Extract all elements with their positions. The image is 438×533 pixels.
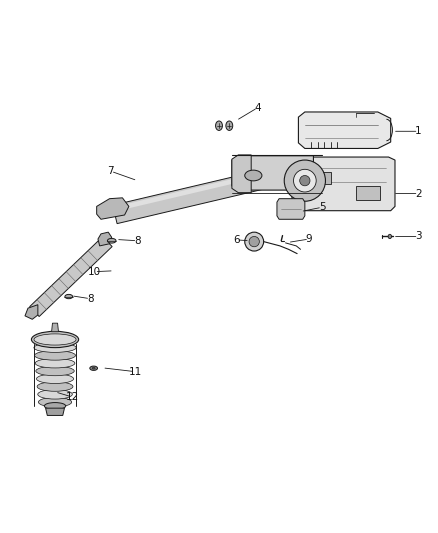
Circle shape xyxy=(300,175,310,186)
Text: 12: 12 xyxy=(66,392,79,402)
Ellipse shape xyxy=(107,238,116,243)
Ellipse shape xyxy=(32,332,79,348)
Text: 6: 6 xyxy=(233,235,240,245)
Polygon shape xyxy=(113,170,271,212)
Text: 3: 3 xyxy=(415,231,422,241)
Ellipse shape xyxy=(35,359,75,368)
Circle shape xyxy=(249,237,259,247)
Polygon shape xyxy=(52,323,58,332)
Ellipse shape xyxy=(226,121,233,131)
Ellipse shape xyxy=(245,170,262,181)
Circle shape xyxy=(284,160,325,201)
Polygon shape xyxy=(113,168,274,224)
Ellipse shape xyxy=(34,334,76,345)
Ellipse shape xyxy=(36,366,74,376)
Text: 5: 5 xyxy=(319,202,325,212)
Polygon shape xyxy=(97,198,129,219)
Text: 9: 9 xyxy=(306,234,312,244)
Text: 2: 2 xyxy=(415,189,422,198)
Ellipse shape xyxy=(37,382,73,391)
Ellipse shape xyxy=(38,390,72,399)
Ellipse shape xyxy=(92,367,95,369)
Ellipse shape xyxy=(215,121,223,131)
Ellipse shape xyxy=(65,294,73,298)
Polygon shape xyxy=(25,305,38,319)
Polygon shape xyxy=(298,112,391,149)
Ellipse shape xyxy=(36,374,74,384)
Ellipse shape xyxy=(388,235,392,239)
Circle shape xyxy=(245,232,264,251)
Polygon shape xyxy=(46,408,64,415)
Text: 10: 10 xyxy=(88,266,101,277)
Text: 11: 11 xyxy=(129,367,142,377)
Circle shape xyxy=(293,169,316,192)
Text: 7: 7 xyxy=(107,166,114,176)
Ellipse shape xyxy=(34,343,76,352)
Text: 8: 8 xyxy=(134,236,141,246)
Ellipse shape xyxy=(35,351,75,360)
Polygon shape xyxy=(232,155,251,192)
Text: 4: 4 xyxy=(254,103,261,112)
Polygon shape xyxy=(277,199,305,219)
Polygon shape xyxy=(292,157,395,211)
Ellipse shape xyxy=(90,366,98,370)
Polygon shape xyxy=(98,232,112,246)
Polygon shape xyxy=(318,172,331,184)
Polygon shape xyxy=(30,237,112,317)
Polygon shape xyxy=(232,156,314,190)
Text: 8: 8 xyxy=(87,294,94,304)
Bar xyxy=(357,186,380,200)
Ellipse shape xyxy=(44,402,66,409)
Text: 1: 1 xyxy=(415,126,422,136)
Ellipse shape xyxy=(39,398,72,407)
